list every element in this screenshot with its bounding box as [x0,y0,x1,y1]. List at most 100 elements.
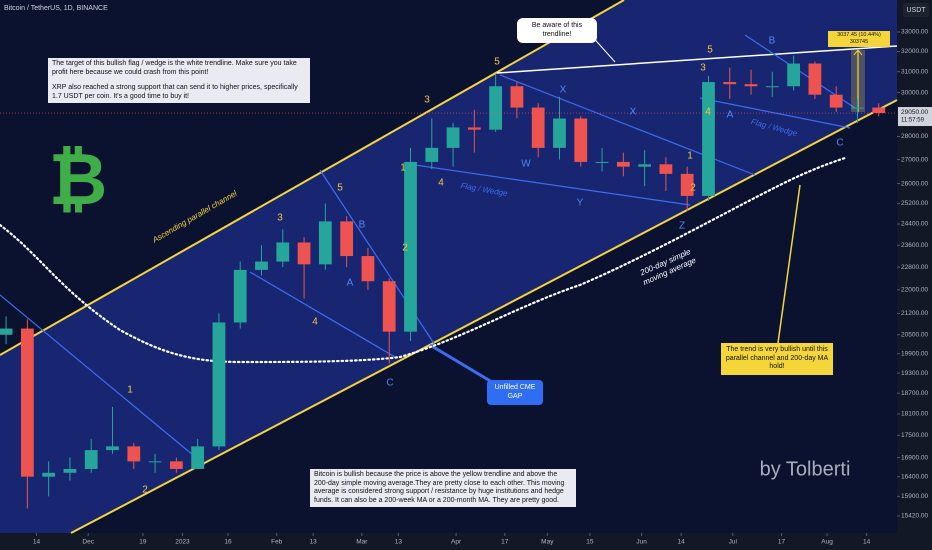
wave-label: 2 [402,243,408,254]
y-tick-label: 24400.00 [901,221,928,228]
candle-body [425,147,439,162]
note-text: XRP also reached a strong support that c… [52,84,298,100]
y-tick-label: 23600.00 [901,242,928,249]
x-tick-label: Apr [451,539,462,546]
candle-body [616,161,630,167]
wave-label: Y [577,198,584,209]
candle-body [340,221,354,257]
candle-body [489,86,503,130]
wave-label: A [347,278,354,289]
countdown: 11:57:59 [901,118,925,124]
x-tick-label: Aug [821,539,833,546]
wave-label: Z [679,221,685,232]
x-tick-label: Dec [82,539,94,546]
y-tick-label: 18100.00 [901,411,928,418]
candle-body [680,173,694,196]
y-tick-label: 25200.00 [901,200,928,207]
candle-body [595,161,609,163]
candle-body [574,118,588,162]
candle-body [553,118,566,148]
candle-body [787,63,801,87]
candle-body [233,269,247,323]
trendline [249,271,396,358]
wave-label: X [560,85,567,96]
candle-body [20,328,34,477]
wave-label: B [769,36,776,47]
measure-arrowhead [853,49,863,56]
price-axis [897,0,932,550]
y-tick-label: 19900.00 [901,350,928,357]
x-tick-label: 13 [395,539,403,546]
trendline-callout: Be aware of this trendline! [517,18,597,43]
candle-body [255,261,268,270]
candle-body [361,256,375,282]
candle-body [42,472,56,477]
x-tick-label: Jul [729,539,738,546]
y-tick-label: 21200.00 [901,310,928,317]
y-tick-label: 32000.00 [901,48,928,55]
y-tick-label: 27000.00 [901,156,928,163]
candle-body [446,127,460,148]
wave-label: C [836,138,843,149]
wave-label: A [727,110,734,121]
wave-label: 3 [700,63,706,74]
x-tick-label: 14 [677,539,685,546]
candle-body [872,107,886,114]
candle-body [63,468,77,473]
candle-body [0,328,13,335]
candle-body [191,446,205,469]
currency-box [903,3,929,17]
channel-upper [0,0,625,356]
time-axis [0,533,897,550]
candle-body [382,281,396,332]
wave-label: 3 [424,95,430,106]
x-tick-label: 17 [501,539,509,546]
y-tick-label: 26000.00 [901,180,928,187]
candle-body [318,221,332,265]
candle-body [723,82,737,85]
y-tick-label: 15900.00 [901,493,928,500]
x-tick-label: Feb [271,539,283,546]
author: by Tolberti [760,458,851,480]
bitcoin-logo: ₿ [49,140,108,220]
target-trendline [496,45,898,74]
wave-label: X [630,107,637,118]
x-tick-label: 17 [778,539,786,546]
y-tick-label: 20500.00 [901,331,928,338]
wave-label: C [386,378,393,389]
sma-200 [0,156,847,364]
wave-label: 2 [142,485,148,496]
x-tick-label: 14 [863,539,871,546]
candle-body [744,84,758,87]
y-tick-label: 16900.00 [901,454,928,461]
candle-body [276,242,290,262]
y-tick-label: 22800.00 [901,264,928,271]
candle-body [467,127,481,130]
candle-body [638,164,652,167]
trendline [0,294,206,466]
wave-label: 3 [277,213,283,224]
bullish-note: Bitcoin is bullish because the price is … [310,469,576,507]
trend-callout: The trend is very bullish until this par… [721,343,833,375]
x-tick-label: Mar [356,539,368,546]
wave-label: 1 [400,163,406,174]
labels: 33000.00 32000.00 31000.00 30000.00 28000.00… [0,29,932,546]
x-tick-label: 15 [586,539,594,546]
candle-body [148,461,162,463]
note-text: The target of this bullish flag / wedge … [52,60,297,76]
callout-pointer [777,184,801,344]
x-tick-label: 16 [224,539,232,546]
x-tick-label: Jun [636,539,647,546]
wave-label: W [521,159,531,170]
wave-label: 4 [438,178,444,189]
y-tick-label: 22000.00 [901,287,928,294]
candle-body [702,82,715,196]
cme-arrow [429,343,493,384]
wave-label: 1 [687,151,693,162]
wave-label: 5 [707,45,713,56]
candle-body [212,322,226,447]
channel-lower [70,99,898,534]
candle-body [127,446,141,462]
candle-body [829,94,843,108]
